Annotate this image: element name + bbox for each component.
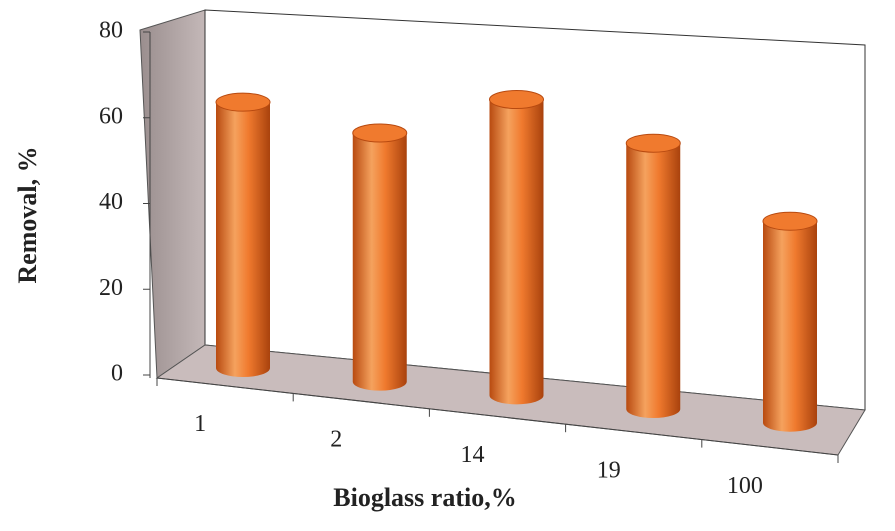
y-tick-label: 60 <box>99 103 123 129</box>
bar-top <box>215 92 271 112</box>
x-tick-label: 2 <box>330 427 342 453</box>
bar-top <box>762 211 818 231</box>
y-tick-label: 40 <box>99 189 123 215</box>
y-axis-title: Removal, % <box>13 146 42 283</box>
bar-top <box>625 133 681 153</box>
bar-body <box>489 99 544 405</box>
bar-top <box>352 123 408 143</box>
y-tick-label: 20 <box>99 275 123 301</box>
bar <box>762 211 818 432</box>
bar-body <box>352 133 407 391</box>
x-axis-line <box>156 377 839 456</box>
y-tick-label: 0 <box>111 361 123 387</box>
bar <box>215 92 271 378</box>
x-tick-label: 1 <box>194 411 206 437</box>
y-tick-label: 80 <box>99 18 123 44</box>
x-tick-label: 100 <box>727 473 763 499</box>
bar-body <box>763 221 817 432</box>
bar <box>625 133 681 419</box>
x-tick-label: 14 <box>461 442 485 468</box>
x-axis-title: Bioglass ratio,% <box>333 483 516 512</box>
bar-top <box>489 90 544 110</box>
x-tick-label: 19 <box>597 457 621 483</box>
bar-body <box>626 143 681 419</box>
bar <box>489 90 544 405</box>
bar <box>352 123 408 391</box>
bar-body <box>216 102 270 378</box>
plot: 0 20 40 60 80 1 2 14 19 100 <box>99 18 839 499</box>
